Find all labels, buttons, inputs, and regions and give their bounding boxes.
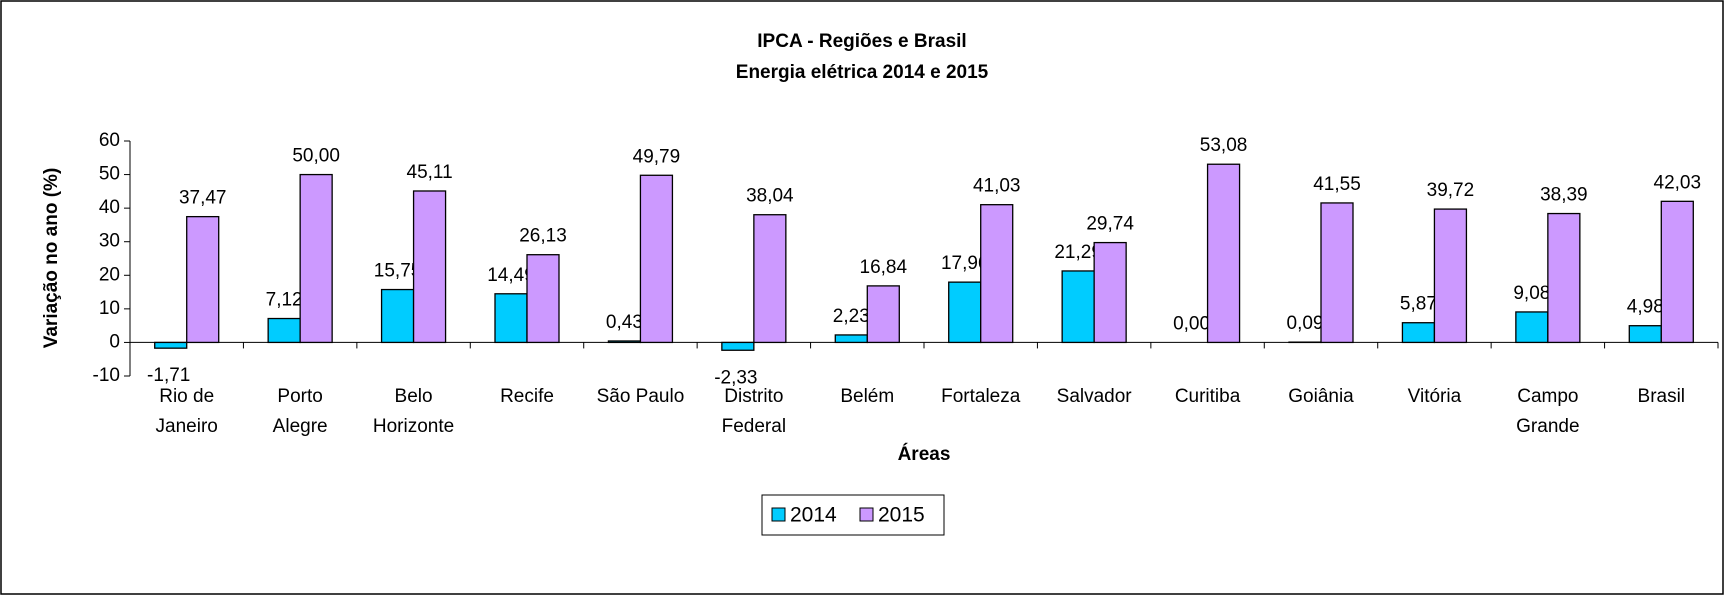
- legend-label: 2015: [878, 504, 925, 527]
- bar: [607, 340, 642, 344]
- bar: [1628, 325, 1662, 344]
- data-label: 17,96: [941, 253, 989, 274]
- data-label: 50,00: [292, 146, 340, 167]
- chart-title: IPCA - Regiões e Brasil: [757, 31, 966, 52]
- y-tick-label: 30: [99, 231, 120, 252]
- x-tick-label: Goiânia: [1288, 386, 1354, 407]
- data-label: 42,03: [1654, 172, 1702, 193]
- bar: [721, 341, 755, 351]
- data-label: 41,03: [973, 176, 1021, 197]
- y-tick-label: -10: [93, 365, 120, 386]
- y-tick-label: 50: [99, 164, 120, 185]
- x-tick-label: São Paulo: [596, 386, 685, 407]
- bar: [1660, 200, 1694, 344]
- x-tick-label: Fortaleza: [941, 386, 1021, 407]
- data-label: 15,75: [374, 261, 422, 282]
- data-label: 49,79: [633, 146, 681, 167]
- data-label: 7,12: [266, 290, 303, 311]
- x-tick-label: Belém: [840, 386, 895, 407]
- data-label: 53,08: [1200, 135, 1248, 156]
- data-label: 5,87: [1400, 294, 1437, 315]
- x-tick-label: Rio de Janeiro: [155, 386, 218, 437]
- x-tick-label: Recife: [500, 386, 554, 407]
- x-tick-label: Campo Grande: [1516, 386, 1580, 437]
- data-label: 2,23: [833, 306, 870, 327]
- data-label: 14,49: [487, 265, 535, 286]
- bar: [1433, 208, 1468, 344]
- data-label: 16,84: [860, 257, 908, 278]
- bar: [1401, 322, 1436, 344]
- data-label: -2,33: [714, 367, 757, 388]
- data-label: 4,98: [1627, 297, 1664, 318]
- data-label: 21,29: [1054, 242, 1102, 263]
- bar: [526, 254, 560, 344]
- y-tick-label: 0: [109, 331, 120, 352]
- x-tick-label: Brasil: [1637, 386, 1686, 407]
- bar: [1320, 202, 1354, 344]
- bar: [866, 285, 900, 344]
- bar: [186, 215, 220, 344]
- bar: [639, 174, 674, 344]
- data-label: 0,43: [606, 312, 643, 333]
- data-label: 38,39: [1540, 185, 1588, 206]
- x-tick-label: Salvador: [1056, 386, 1132, 407]
- data-label: 38,04: [746, 186, 794, 207]
- x-tick-label: Vitória: [1407, 386, 1462, 407]
- x-tick-label: Porto Alegre: [272, 386, 328, 437]
- data-label: 37,47: [179, 188, 227, 209]
- data-label: 39,72: [1427, 180, 1475, 201]
- y-tick-label: 10: [99, 298, 120, 319]
- bar: [380, 288, 415, 344]
- data-label: 45,11: [407, 162, 453, 183]
- legend-box: [761, 494, 945, 536]
- x-tick-label: Distrito Federal: [721, 386, 787, 437]
- bar: [1061, 270, 1095, 344]
- data-label: -1,71: [147, 365, 190, 386]
- bar: [1093, 241, 1127, 344]
- x-tick-label: Belo Horizonte: [372, 386, 455, 437]
- x-axis-title: Áreas: [898, 443, 951, 465]
- bar: [154, 341, 188, 349]
- bar: [267, 317, 301, 344]
- bar: [1206, 163, 1241, 344]
- bar: [753, 214, 787, 344]
- y-tick-label: 20: [99, 264, 120, 285]
- bar: [948, 281, 982, 344]
- bar: [412, 190, 447, 344]
- chart-subtitle: Energia elétrica 2014 e 2015: [736, 62, 989, 83]
- bar: [1547, 212, 1581, 344]
- x-tick-label: Curitiba: [1174, 386, 1241, 407]
- legend-swatch: [771, 507, 786, 522]
- data-label: 9,08: [1513, 283, 1550, 304]
- bar: [980, 204, 1014, 344]
- bar: [1515, 311, 1549, 344]
- bar: [299, 173, 333, 344]
- data-label: 41,55: [1313, 174, 1361, 195]
- y-axis-title: Variação no ano (%): [41, 168, 62, 349]
- data-label: 0,09: [1287, 313, 1324, 334]
- data-label: 0,00: [1173, 313, 1210, 334]
- data-label: 29,74: [1086, 214, 1134, 235]
- y-tick-label: 60: [99, 130, 120, 151]
- y-tick-label: 40: [99, 197, 120, 218]
- bar: [834, 334, 868, 344]
- legend-label: 2014: [790, 504, 837, 527]
- legend-swatch: [859, 507, 874, 522]
- bar: [494, 293, 528, 344]
- data-label: 26,13: [519, 226, 567, 247]
